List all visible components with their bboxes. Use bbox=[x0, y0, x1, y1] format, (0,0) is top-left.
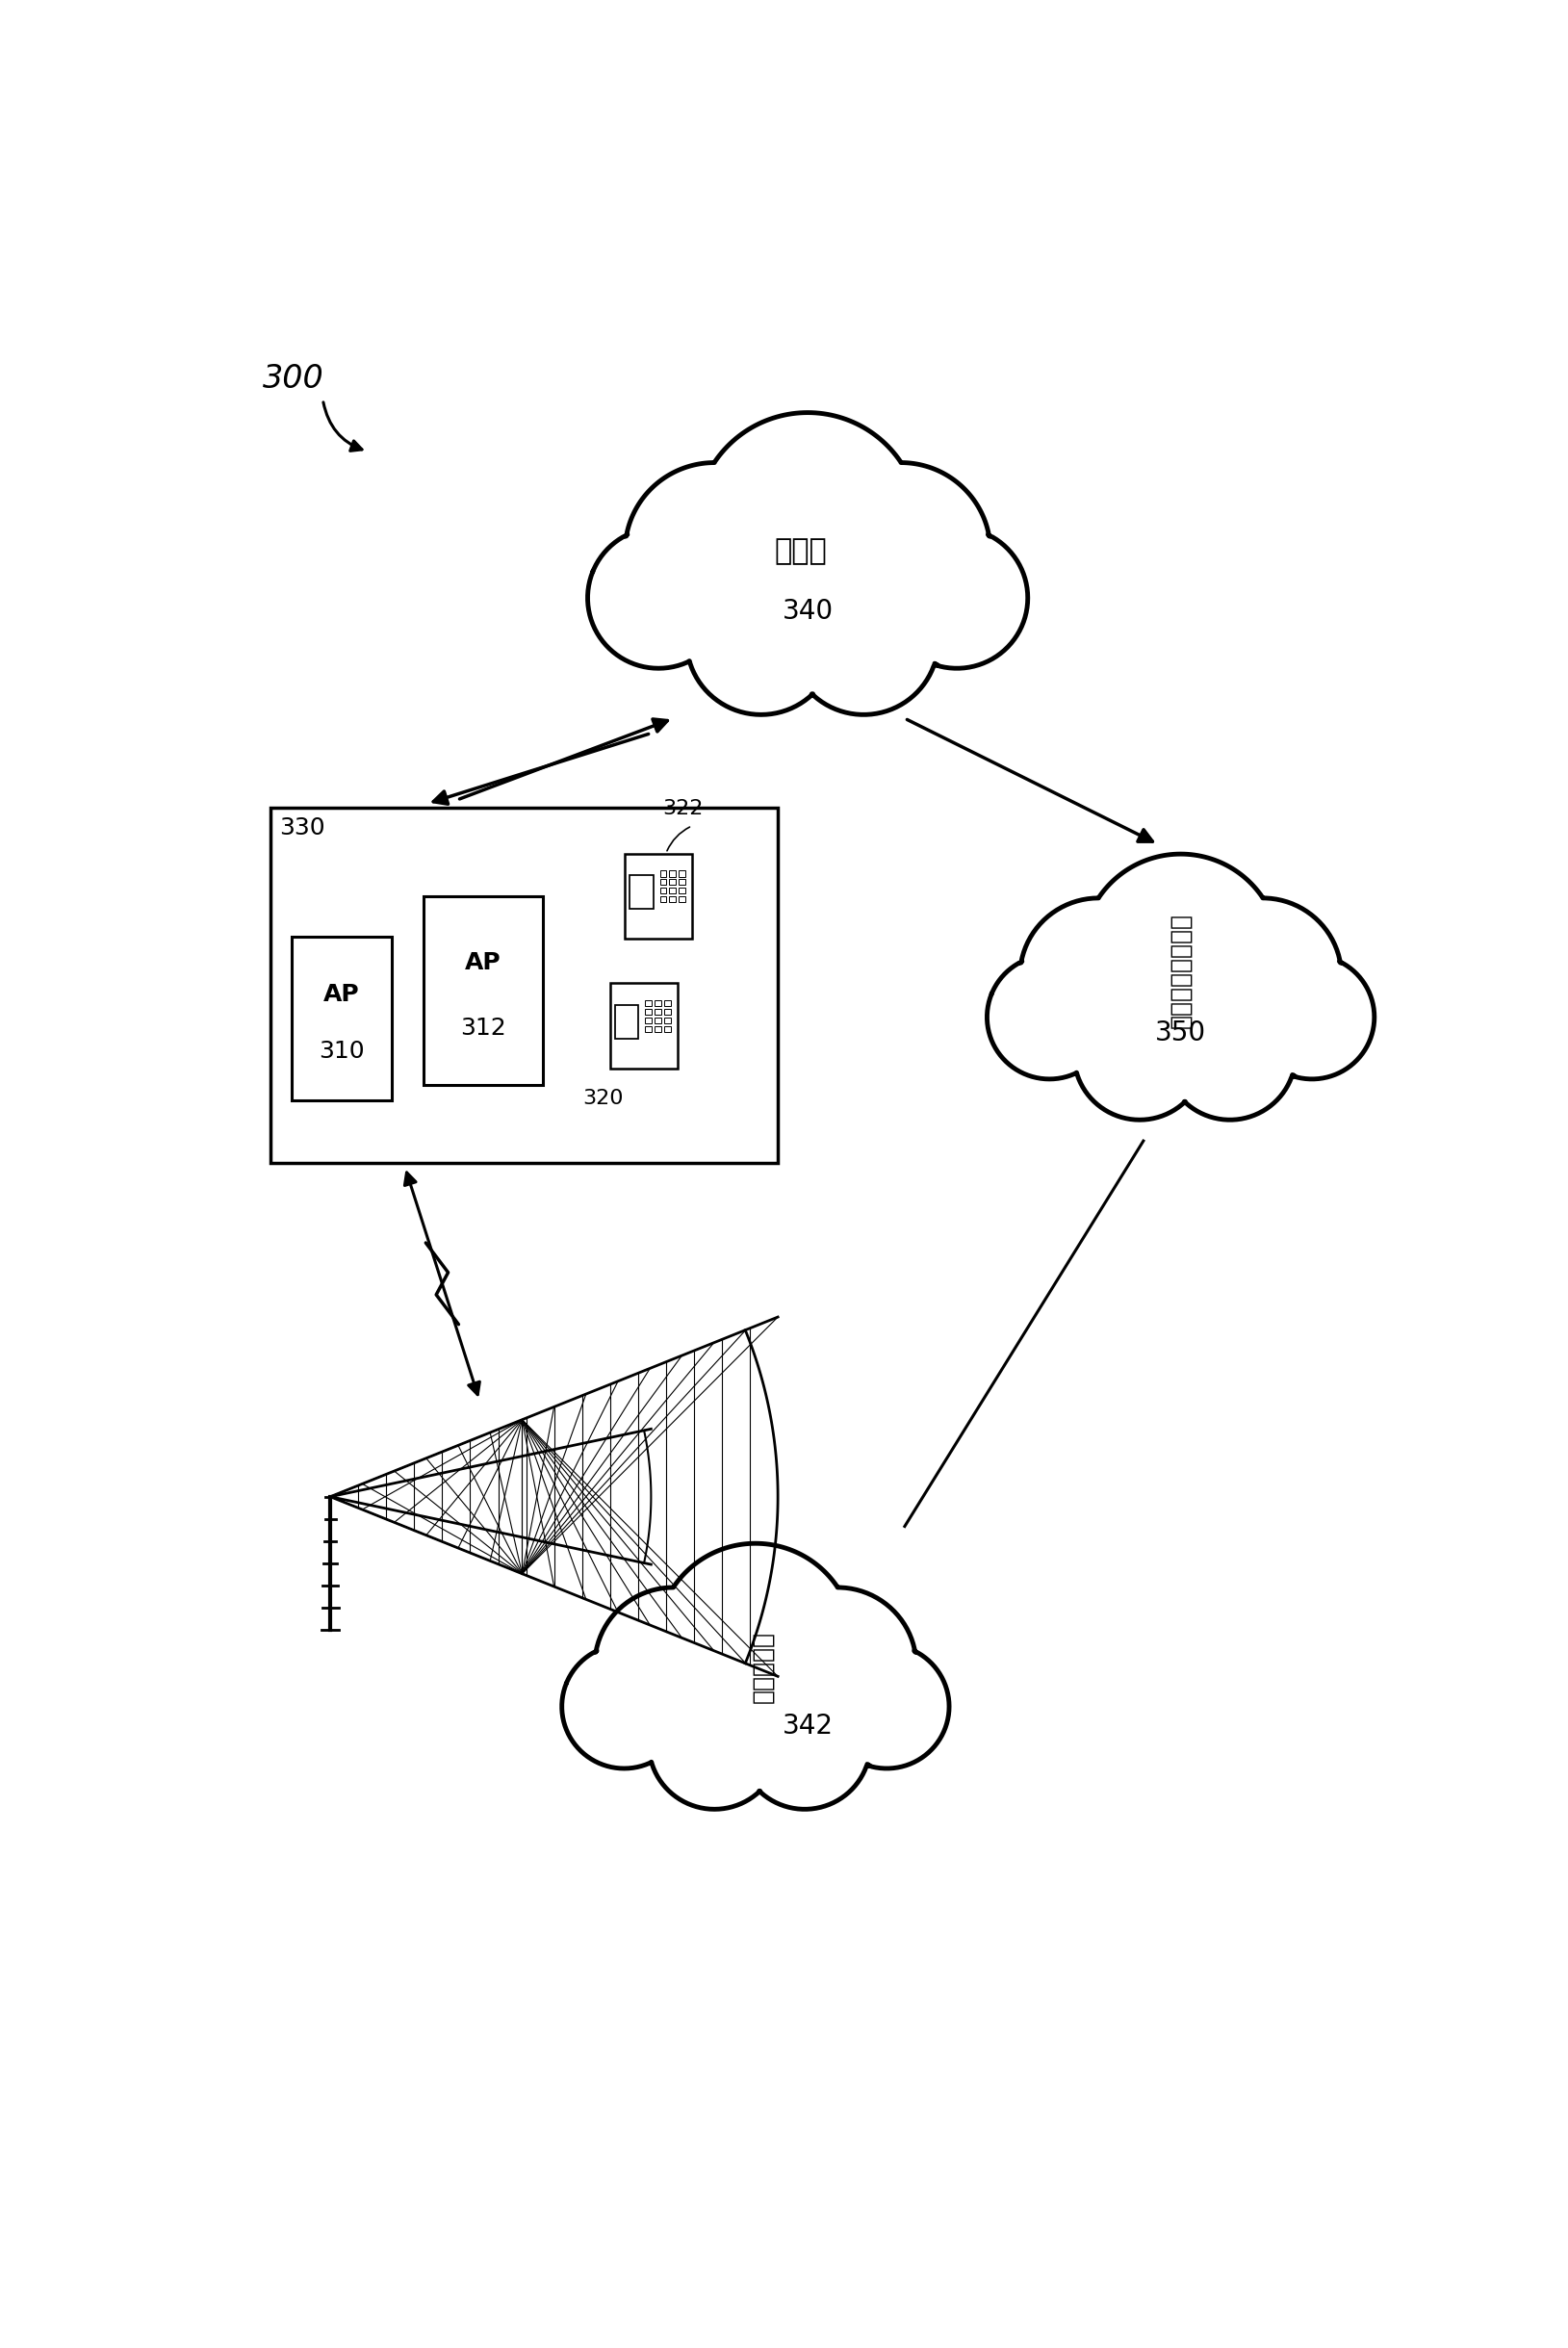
Text: 互联网: 互联网 bbox=[775, 538, 826, 566]
Bar bbox=[271, 808, 778, 1162]
Polygon shape bbox=[588, 413, 1027, 714]
Bar bbox=[663, 1017, 671, 1024]
Bar bbox=[670, 888, 676, 895]
Text: AP: AP bbox=[466, 951, 502, 974]
Text: 320: 320 bbox=[582, 1089, 622, 1108]
Bar bbox=[660, 888, 666, 895]
Bar bbox=[679, 897, 685, 902]
Bar bbox=[663, 1026, 671, 1033]
Bar bbox=[644, 1010, 652, 1014]
Bar bbox=[679, 871, 685, 876]
Bar bbox=[292, 937, 392, 1101]
Text: 移动运营商核心网: 移动运营商核心网 bbox=[1170, 913, 1192, 1028]
Bar bbox=[644, 1026, 652, 1033]
Bar bbox=[423, 897, 543, 1085]
Bar bbox=[644, 1000, 652, 1007]
Bar bbox=[660, 878, 666, 885]
Bar bbox=[679, 878, 685, 885]
Bar bbox=[654, 1000, 662, 1007]
Polygon shape bbox=[561, 1543, 949, 1810]
Bar bbox=[660, 871, 666, 876]
Bar bbox=[610, 984, 677, 1068]
Bar bbox=[626, 855, 691, 939]
Text: 310: 310 bbox=[318, 1040, 365, 1064]
Bar bbox=[670, 878, 676, 885]
Text: 330: 330 bbox=[279, 817, 326, 838]
Bar bbox=[654, 1017, 662, 1024]
Text: 宏小区接入: 宏小区接入 bbox=[751, 1632, 775, 1702]
Bar bbox=[615, 1005, 638, 1038]
Text: 350: 350 bbox=[1156, 1019, 1206, 1047]
Text: 340: 340 bbox=[782, 596, 833, 625]
Bar bbox=[663, 1000, 671, 1007]
Bar bbox=[670, 871, 676, 876]
Bar bbox=[654, 1026, 662, 1033]
Bar bbox=[663, 1010, 671, 1014]
Text: 342: 342 bbox=[782, 1714, 833, 1740]
Bar bbox=[660, 897, 666, 902]
Polygon shape bbox=[986, 855, 1374, 1120]
Text: 300: 300 bbox=[263, 362, 325, 394]
Text: 322: 322 bbox=[662, 798, 702, 819]
Text: AP: AP bbox=[323, 981, 361, 1005]
Bar bbox=[644, 1017, 652, 1024]
Bar bbox=[654, 1010, 662, 1014]
Bar bbox=[679, 888, 685, 895]
Bar bbox=[630, 876, 654, 909]
Bar bbox=[670, 897, 676, 902]
Text: 312: 312 bbox=[461, 1017, 506, 1040]
Polygon shape bbox=[331, 1329, 778, 1662]
